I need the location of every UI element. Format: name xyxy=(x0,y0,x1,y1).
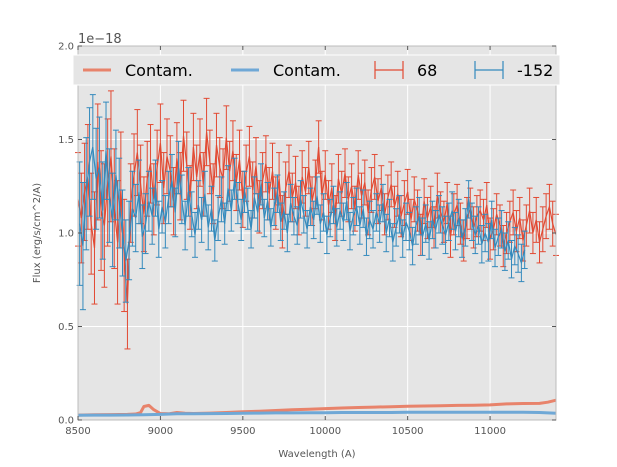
y-offset-label: 1e−18 xyxy=(78,32,122,47)
legend-label: 68 xyxy=(417,61,437,80)
contam-line-3 xyxy=(77,410,557,417)
x-axis-label: Wavelength (A) xyxy=(278,449,355,460)
series-68-errorbars xyxy=(75,90,559,350)
x-tick-label: 9000 xyxy=(148,426,173,437)
series-152-errorbars xyxy=(76,94,528,311)
x-tick-label: 9500 xyxy=(230,426,255,437)
contam-line-2 xyxy=(77,398,557,417)
data-series xyxy=(75,90,559,417)
series-152-line xyxy=(79,146,526,265)
series-68-line xyxy=(77,131,557,305)
y-axis-label: Flux (erg/s/cm^2/A) xyxy=(32,183,43,283)
y-tick-label: 2.0 xyxy=(58,42,74,53)
y-tick-label: 1.0 xyxy=(58,229,74,240)
legend-label: Contam. xyxy=(125,61,193,80)
x-tick-label: 10000 xyxy=(309,426,341,437)
x-tick-label: 8500 xyxy=(65,426,90,437)
y-tick-label: 0.0 xyxy=(58,416,74,427)
legend-handle-3 xyxy=(474,61,504,79)
legend-label: Contam. xyxy=(273,61,341,80)
x-tick-label: 10500 xyxy=(392,426,424,437)
legend-handle-2 xyxy=(374,61,404,79)
legend-box xyxy=(72,54,561,86)
axes: 8500 9000 9500 10000 10500 11000 0.0 0.5 1.0 1.5 2… xyxy=(58,42,557,437)
legend-label: -152 xyxy=(517,61,553,80)
y-tick-label: 1.5 xyxy=(58,135,74,146)
legend: Contam. Contam. 68 -152 xyxy=(72,54,561,86)
x-tick-label: 11000 xyxy=(474,426,506,437)
y-tick-label: 0.5 xyxy=(58,322,74,333)
